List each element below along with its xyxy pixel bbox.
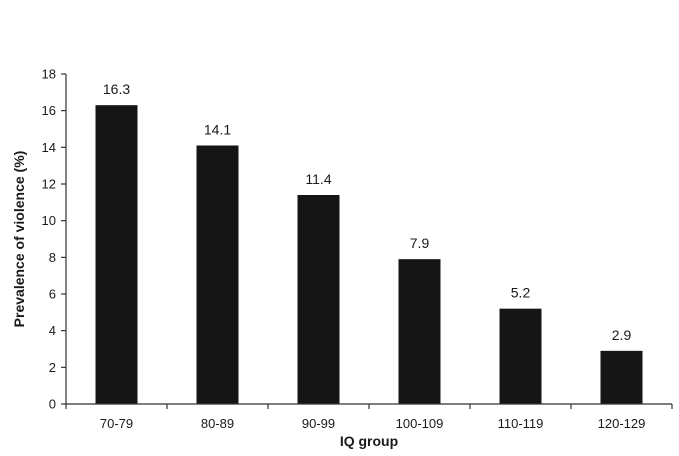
bar: [297, 195, 340, 404]
y-tick-label: 6: [49, 287, 56, 302]
y-tick-label: 14: [42, 140, 56, 155]
bar-value-label: 16.3: [103, 81, 130, 97]
y-tick-label: 0: [49, 397, 56, 412]
bar-value-label: 11.4: [305, 171, 331, 187]
y-tick-label: 12: [42, 177, 56, 192]
bar: [95, 105, 138, 405]
x-tick-label: 90-99: [302, 416, 335, 431]
x-axis-ticks: 70-79 80-89 90-99 100-109 110-119 120-129: [65, 404, 673, 431]
x-tick-label: 120-129: [598, 416, 646, 431]
x-tick-label: 70-79: [100, 416, 133, 431]
y-tick-label: 4: [49, 323, 56, 338]
x-tick-label: 80-89: [201, 416, 234, 431]
bars: [95, 105, 643, 405]
y-tick-label: 16: [42, 103, 56, 118]
data-labels: 16.3 14.1 11.4 7.9 5.2 2.9: [103, 81, 632, 343]
x-axis-title: IQ group: [340, 433, 398, 449]
y-tick-label: 18: [42, 67, 56, 82]
y-tick-label: 10: [42, 213, 56, 228]
bar: [600, 350, 643, 404]
bar: [398, 259, 441, 404]
bar-value-label: 14.1: [204, 122, 231, 138]
bar: [196, 145, 239, 404]
x-tick-label: 100-109: [396, 416, 444, 431]
y-axis-title: Prevalence of violence (%): [11, 151, 27, 328]
y-axis-ticks: 0 2 4 6 8 10 12 14 16 18: [42, 67, 66, 412]
bar-value-label: 5.2: [511, 285, 531, 301]
bar-value-label: 7.9: [410, 235, 430, 251]
bar: [499, 308, 542, 404]
bar-value-label: 2.9: [612, 327, 632, 343]
x-tick-label: 110-119: [498, 416, 544, 431]
y-tick-label: 8: [49, 250, 56, 265]
y-tick-label: 2: [49, 360, 56, 375]
